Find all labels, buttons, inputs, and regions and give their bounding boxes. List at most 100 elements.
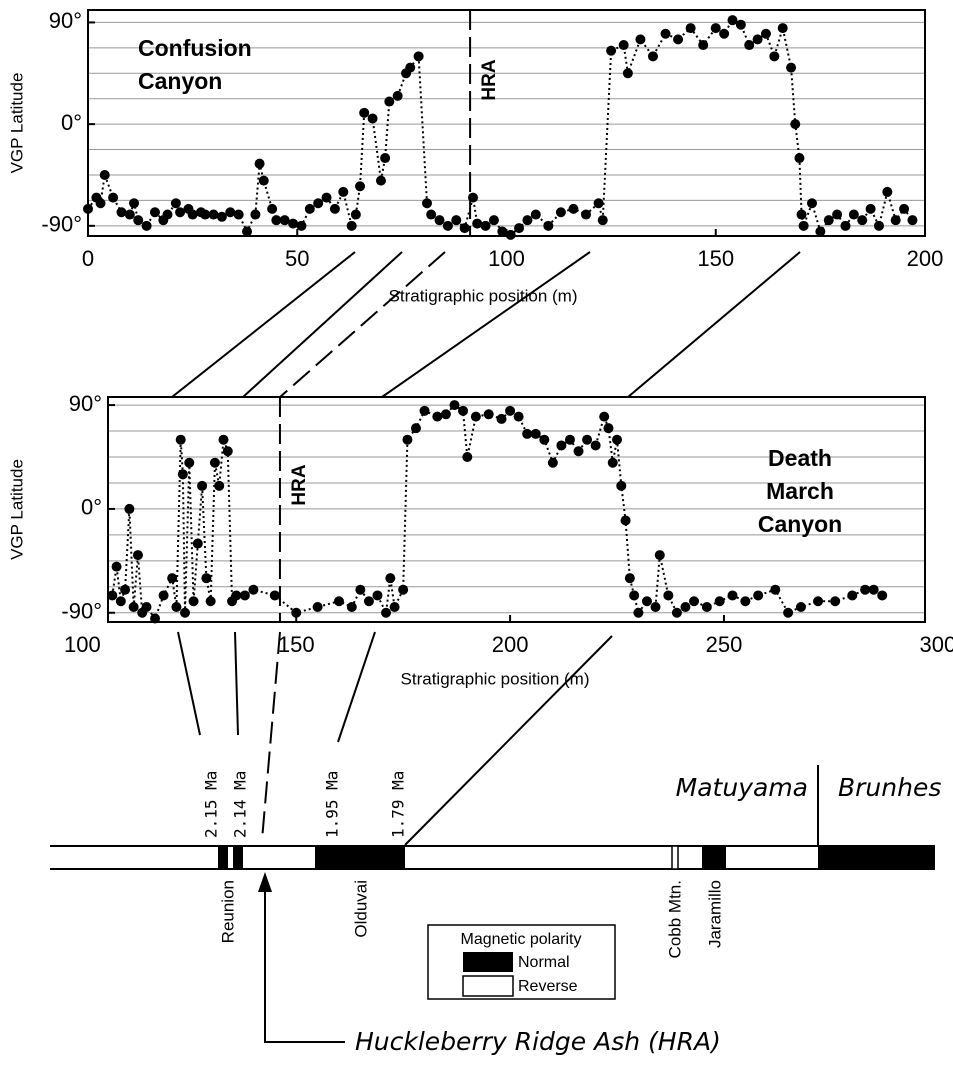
data-point: [350, 209, 361, 220]
data-point: [635, 34, 646, 45]
data-point: [231, 590, 242, 601]
data-point: [744, 40, 755, 51]
data-point: [363, 596, 374, 607]
data-point: [735, 19, 746, 30]
data-point: [603, 423, 614, 434]
data-point: [188, 596, 199, 607]
y-tick-label: 90°: [49, 8, 82, 33]
data-point: [671, 607, 682, 618]
data-point: [225, 207, 236, 218]
data-point: [250, 209, 261, 220]
data-point: [882, 186, 893, 197]
data-point: [132, 550, 143, 561]
data-point: [497, 226, 508, 237]
chron-label: Cobb Mtn.: [665, 880, 684, 958]
data-point: [641, 596, 652, 607]
correlation-line: [627, 251, 801, 398]
data-point: [790, 119, 801, 130]
data-point: [329, 203, 340, 214]
data-point: [346, 220, 357, 231]
legend-label: Reverse: [518, 978, 578, 995]
legend-label: Normal: [518, 954, 570, 971]
data-point: [128, 602, 139, 612]
data-point: [184, 457, 195, 468]
data-point: [167, 573, 178, 584]
data-point: [470, 411, 481, 422]
data-point: [769, 51, 780, 62]
data-point: [522, 215, 533, 226]
data-point: [612, 434, 623, 445]
data-point: [899, 203, 910, 214]
data-point: [312, 602, 323, 612]
data-point: [480, 220, 491, 231]
data-point: [116, 207, 127, 218]
data-point: [214, 480, 225, 491]
data-point: [107, 590, 118, 601]
y-tick-label: 90°: [69, 391, 102, 416]
data-point: [650, 602, 661, 612]
data-point: [753, 590, 764, 601]
data-point: [857, 215, 868, 226]
data-point: [522, 428, 533, 439]
x-tick-label: 250: [706, 632, 743, 657]
data-point: [848, 209, 859, 220]
data-point: [582, 434, 593, 445]
data-point: [150, 613, 161, 624]
chron-label: Olduvai: [351, 880, 370, 938]
timescale: 2.15 Ma 2.14 Ma 1.95 Ma 1.79 Ma Matuyama…: [50, 765, 941, 1056]
data-point: [124, 209, 135, 220]
data-point: [375, 175, 386, 186]
data-point: [458, 405, 469, 416]
data-point: [426, 209, 437, 220]
data-point: [392, 90, 403, 101]
data-point: [419, 405, 430, 416]
legend-swatch: [463, 952, 513, 972]
ash-label: Huckleberry Ridge Ash (HRA): [355, 1027, 721, 1056]
data-point: [162, 209, 173, 220]
x-tick-label: 100: [64, 632, 101, 657]
data-point: [175, 207, 186, 218]
correlation-line: [234, 631, 239, 736]
data-point: [462, 452, 473, 462]
data-point: [714, 596, 725, 607]
data-point: [830, 596, 841, 607]
data-line: [111, 403, 883, 621]
data-point: [389, 602, 400, 612]
data-point: [663, 590, 674, 601]
y-tick-label: 0°: [61, 110, 82, 135]
data-point: [907, 215, 918, 226]
data-point: [564, 434, 575, 445]
age-label: 1.95 Ma: [323, 771, 342, 838]
data-point: [218, 434, 229, 445]
data-point: [296, 220, 307, 231]
correlation-line: [337, 631, 376, 743]
legend-title: Magnetic polarity: [461, 931, 582, 948]
data-point: [129, 198, 140, 209]
data-point: [847, 590, 858, 601]
data-point: [606, 45, 617, 56]
data-point: [752, 34, 763, 45]
data-point: [398, 584, 409, 595]
data-point: [372, 590, 383, 601]
data-point: [783, 607, 794, 618]
data-point: [840, 220, 851, 231]
data-point: [201, 573, 212, 584]
correlation-line: [381, 251, 591, 398]
data-point: [175, 434, 186, 445]
age-label: 2.14 Ma: [231, 771, 250, 838]
data-point: [689, 596, 700, 607]
data-point: [798, 220, 809, 231]
legend-swatch: [462, 975, 514, 997]
data-point: [338, 186, 349, 197]
chart-title: Death: [768, 445, 832, 471]
epoch-label: Brunhes: [838, 773, 941, 802]
chart-title: Canyon: [138, 68, 222, 94]
data-point: [698, 40, 709, 51]
x-tick-label: 50: [285, 246, 309, 271]
data-point: [133, 215, 144, 226]
data-point: [547, 457, 558, 468]
data-point: [442, 220, 453, 231]
chart: -90° 0° 90° 0 50 100 150 200 VGP Latitude Stratig…: [7, 8, 943, 305]
normal-block: [233, 846, 243, 869]
